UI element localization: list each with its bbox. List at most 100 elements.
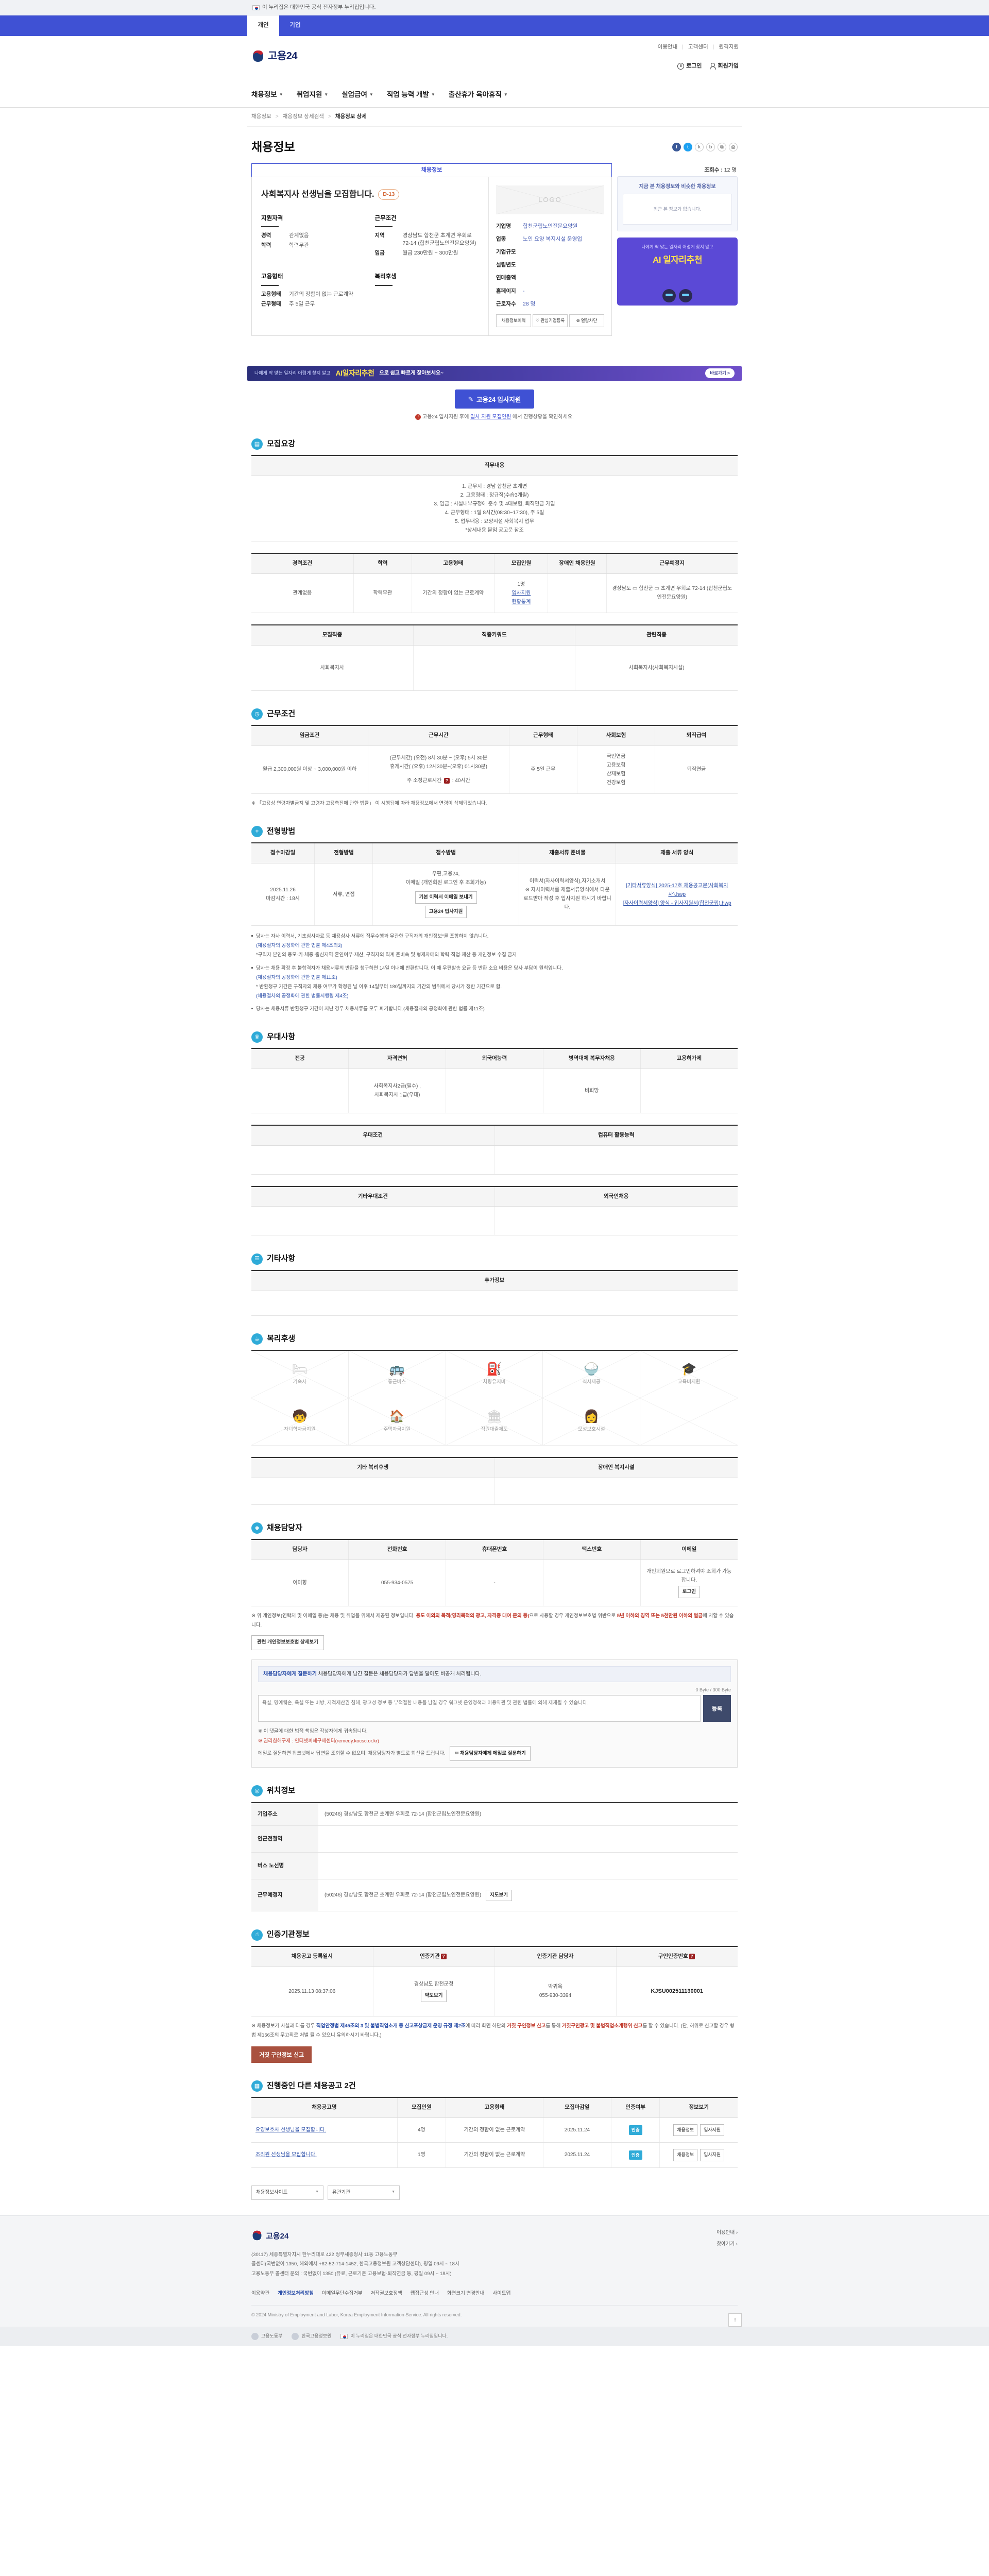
breadcrumb-item-2[interactable]: 채용정보 상세검색 xyxy=(282,113,324,120)
breadcrumb-item-1[interactable]: 채용정보 xyxy=(251,113,271,120)
posting-title-link[interactable]: 요양보호사 선생님을 모집합니다. xyxy=(255,2127,327,2133)
util-link-support[interactable]: 고객센터 xyxy=(688,44,708,50)
footer-menu-terms[interactable]: 이용약관 xyxy=(251,2291,269,2297)
cert-note-mid: 에 따라 화면 하단의 xyxy=(465,2023,507,2029)
help-icon[interactable]: ? xyxy=(689,1953,695,1959)
login-button[interactable]: 로그인 xyxy=(677,62,702,71)
th-manager-phone: 전화번호 xyxy=(348,1539,446,1561)
qna-submit-button[interactable]: 등록 xyxy=(703,1695,731,1722)
signup-button[interactable]: 회원가입 xyxy=(709,62,739,71)
ai-promo-strip[interactable]: 나에게 딱 맞는 일자리 어렵게 찾지 말고 AI일자리추천 으로 쉽고 빠르게… xyxy=(247,365,742,381)
job-history-button[interactable]: 채용정보이력 xyxy=(496,314,531,327)
facebook-icon[interactable]: f xyxy=(672,142,681,151)
posting-info-button[interactable]: 채용정보 xyxy=(673,2124,698,2137)
util-link-remote[interactable]: 원격지원 xyxy=(719,44,739,50)
etc-table: 추가정보 xyxy=(251,1269,738,1316)
apply-button[interactable]: ✎ 고용24 입사지원 xyxy=(454,389,535,409)
cert-number-label: 구인인증번호 xyxy=(658,1953,688,1959)
stats-link[interactable]: 현황통계 xyxy=(511,599,531,605)
send-resume-email-button[interactable]: 기본 이력서 이메일 보내기 xyxy=(415,891,477,904)
help-icon[interactable]: ? xyxy=(444,778,450,784)
td-work-location: 경상남도 ▭ 합천군 ▭ 초계면 우회로 72-14 (합천군립노인전문요양원) xyxy=(606,573,738,613)
topnav-tab-company[interactable]: 기업 xyxy=(289,22,301,29)
td-posting-title[interactable]: 요양보호사 선생님을 모집합니다. xyxy=(251,2117,398,2143)
similar-jobs-title: 지금 본 채용정보와 비슷한 채용정보 xyxy=(639,184,716,190)
gnb-item-unemployment[interactable]: 실업급여 ▼ xyxy=(342,90,373,100)
kv-key: 기업규모 xyxy=(496,248,516,255)
footer-menu-privacy[interactable]: 개인정보처리방침 xyxy=(277,2291,314,2297)
footer-link-directions[interactable]: 찾아가기 › xyxy=(717,2241,738,2247)
footer-menu-email-reject[interactable]: 이메일무단수집거부 xyxy=(321,2291,363,2297)
section-preference: ♛ 우대사항 전공 자격면허 외국어능력 병역대체 복무자채용 고용허가제 사회… xyxy=(247,1031,742,1236)
help-icon[interactable]: ? xyxy=(440,1953,447,1959)
footer-menu-copyright-policy[interactable]: 저작권보호정책 xyxy=(370,2291,402,2297)
footer-right-links: 이용안내 › 찾아가기 › xyxy=(717,2229,738,2248)
twitter-icon[interactable]: t xyxy=(684,142,692,151)
tab-recruit-info[interactable]: 채용정보 xyxy=(421,166,442,173)
group-welfare: 복리후생 xyxy=(374,273,480,310)
footer-link-guide[interactable]: 이용안내 › xyxy=(717,2229,738,2235)
kakao-icon[interactable]: k xyxy=(695,142,704,151)
benefit-loan: 🏛 직원대출제도 xyxy=(446,1398,543,1446)
qna-email-label: 채용담당자에게 메일로 질문하기 xyxy=(460,1751,526,1757)
group-employment-heading: 고용형태 xyxy=(261,274,283,280)
breadcrumb: 채용정보 > 채용정보 상세검색 > 채용정보 상세 xyxy=(247,108,742,127)
report-false-posting-button[interactable]: 거짓 구인정보 신고 xyxy=(251,2046,312,2063)
gnb-item-skills[interactable]: 직업 능력 개발 ▼ xyxy=(387,90,435,100)
footer-inner: 고용24 (30117) 세종특별자치시 한누리대로 422 정부세종청사 11… xyxy=(247,2229,742,2327)
kv-value: 노인 요양 복지시설 운영업 xyxy=(523,235,583,242)
docs-line-2: ※ 자사이력서를 제출서류양식에서 다운로드받아 작성 후 입사지원 하시기 바… xyxy=(523,887,611,911)
keis-logo-icon xyxy=(292,2333,299,2341)
manager-table: 담당자 전화번호 휴대폰번호 팩스번호 이메일 이미향 055-934-0575… xyxy=(251,1539,738,1607)
company-row-employees: 근로자수 28 명 xyxy=(496,300,604,308)
apply-link[interactable]: 입사지원 xyxy=(511,590,531,596)
apply-note-link[interactable]: 입사 지원 모집인원 xyxy=(470,414,511,420)
qna-textarea[interactable] xyxy=(258,1695,701,1722)
favorite-company-button[interactable]: ♡ 관심기업등록 xyxy=(533,314,568,327)
posting-apply-button[interactable]: 입사지원 xyxy=(700,2149,725,2161)
band-icon[interactable]: b xyxy=(706,142,715,151)
select-related-orgs[interactable]: 유관기관 ▼ xyxy=(328,2185,400,2200)
footer-org-keis-label: 한국고용정보원 xyxy=(301,2333,332,2339)
gnb-item-maternity[interactable]: 출산휴가 육아휴직 ▼ xyxy=(449,90,508,100)
qna-email-button[interactable]: ✉ 채용담당자에게 메일로 질문하기 xyxy=(450,1746,531,1761)
ai-job-recommend-banner[interactable]: 나에게 딱 맞는 일자리 어렵게 찾지 말고 AI 일자리추천 xyxy=(617,238,738,306)
kv-value: - xyxy=(523,287,525,294)
location-table: 기업주소 (50246) 경상남도 합천군 초계면 우회로 72-14 (합천군… xyxy=(251,1802,738,1912)
view-map-button[interactable]: 지도보기 xyxy=(485,1889,512,1901)
footer-menu-sitemap[interactable]: 사이트맵 xyxy=(492,2291,511,2297)
gnb-item-jobs[interactable]: 채용정보 ▼ xyxy=(251,90,283,100)
posting-title-link[interactable]: 조리원 선생님을 모집합니다. xyxy=(255,2152,317,2158)
util-link-guide[interactable]: 이용안내 xyxy=(657,44,678,50)
gnb-item-support[interactable]: 취업지원 ▼ xyxy=(297,90,329,100)
kv-key: 연매출액 xyxy=(496,275,516,281)
form-download-link-2[interactable]: [자사이력서양식] 양식 - 입사지원서(합천군립).hwp xyxy=(622,900,731,906)
url-copy-icon[interactable]: ⧉ xyxy=(718,142,726,151)
form-download-link-1[interactable]: [기타서류양식] 2025-17호 채용공고문(사회복지사).hwp xyxy=(626,883,728,897)
block-company-button[interactable]: ⊗ 열람차단 xyxy=(569,314,604,327)
site-logo[interactable]: 고용24 xyxy=(251,48,298,64)
kv-key: 지역 xyxy=(374,232,385,239)
promo-cta-button[interactable]: 바로가기 > xyxy=(705,368,735,379)
th-career: 경력조건 xyxy=(251,553,354,574)
agency-map-button[interactable]: 약도보기 xyxy=(420,1989,447,2002)
footer-menu-accessibility[interactable]: 웹접근성 안내 xyxy=(410,2291,439,2297)
select-job-sites[interactable]: 채용정보사이트 ▼ xyxy=(251,2185,323,2200)
print-icon[interactable]: ⎙ xyxy=(729,142,738,151)
qna-header-rest: 채용담당자에게 남긴 질문은 채용담당자가 답변을 달아도 비공개 처리됩니다. xyxy=(316,1671,482,1677)
posting-info-button[interactable]: 채용정보 xyxy=(673,2149,698,2161)
hours-line-1: (근무시간) (오전) 8시 30분 ~ (오후) 5시 30분 xyxy=(389,755,487,761)
email-login-button[interactable]: 로그인 xyxy=(678,1585,700,1598)
job-card: 사회복지사 선생님을 모집합니다. D-13 지원자격 경력 관계없음 학력 학 xyxy=(251,176,612,336)
privacy-law-detail-button[interactable]: 관련 개인정보보호법 상세보기 xyxy=(251,1635,324,1650)
cert-note-mid2: 를 통해 xyxy=(545,2023,562,2029)
footer-menu-screen-size[interactable]: 화면크기 변경안내 xyxy=(447,2291,485,2297)
scroll-to-top-button[interactable]: ↑ xyxy=(728,2313,742,2327)
posting-apply-button[interactable]: 입사지원 xyxy=(700,2124,725,2137)
td-manager-phone: 055-934-0575 xyxy=(348,1560,446,1607)
signup-label: 회원가입 xyxy=(718,63,739,69)
td-headcount: 1명 입사지원 현황통계 xyxy=(494,573,548,613)
topnav-tab-personal[interactable]: 개인 xyxy=(247,15,279,36)
work24-apply-button[interactable]: 고용24 입사지원 xyxy=(424,906,467,919)
td-posting-title[interactable]: 조리원 선생님을 모집합니다. xyxy=(251,2142,398,2168)
